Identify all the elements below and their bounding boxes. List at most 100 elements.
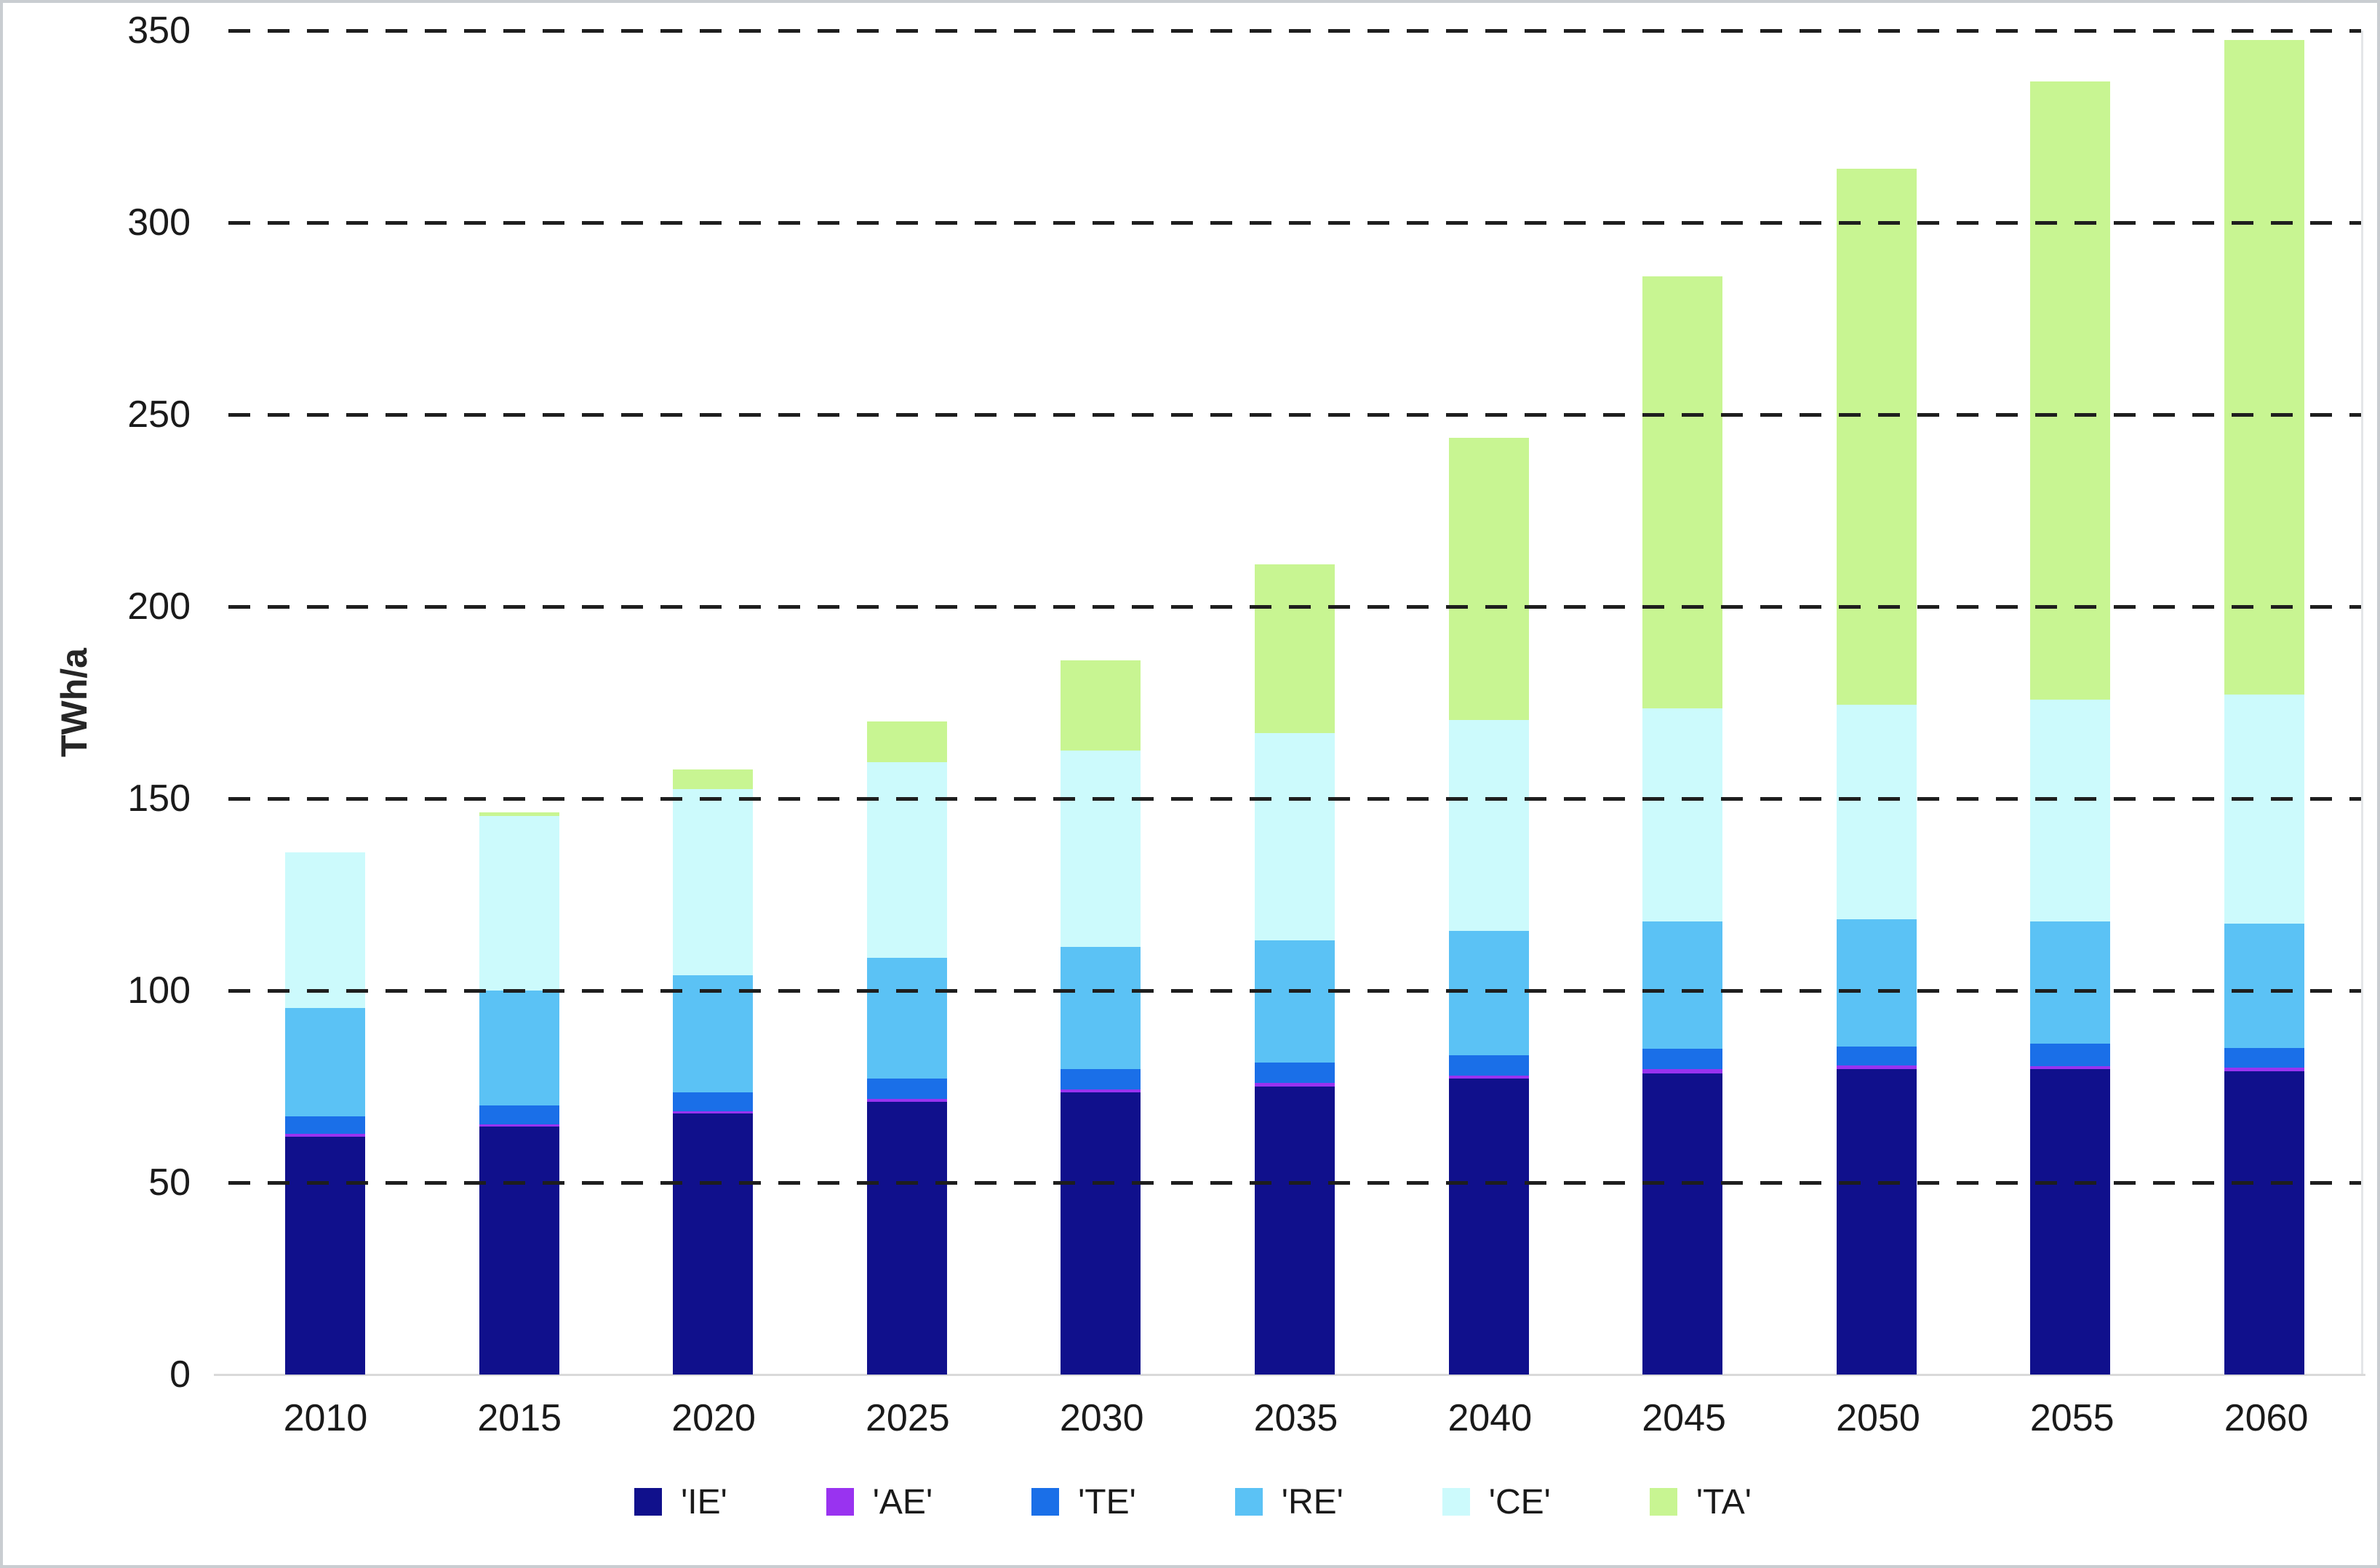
bar-2010 [285, 852, 366, 1375]
legend-label-TA: 'TA' [1696, 1482, 1752, 1521]
segment-TE-2055 [2030, 1043, 2111, 1066]
segment-IE-2050 [1836, 1069, 1917, 1375]
segment-AE-2035 [1255, 1083, 1335, 1087]
segment-TE-2015 [479, 1105, 559, 1125]
segment-IE-2025 [866, 1102, 947, 1375]
segment-CE-2060 [2224, 695, 2304, 924]
segment-RE-2035 [1255, 940, 1335, 1063]
segment-TA-2025 [866, 721, 947, 762]
segment-CE-2055 [2030, 700, 2111, 921]
segment-TE-2020 [673, 1092, 754, 1111]
legend-swatch-IE [634, 1488, 663, 1516]
segment-CE-2020 [673, 788, 754, 975]
y-tick-label-300: 300 [127, 201, 191, 244]
segment-IE-2015 [479, 1127, 559, 1375]
gridline-300 [228, 221, 2361, 225]
gridline-150 [228, 797, 2361, 801]
plot-area [214, 29, 2365, 1376]
segment-CE-2030 [1061, 751, 1141, 948]
legend-item-CE: 'CE' [1442, 1482, 1551, 1522]
bar-2020 [673, 769, 754, 1375]
segment-AE-2025 [866, 1099, 947, 1103]
segment-AE-2060 [2224, 1067, 2304, 1071]
legend-item-AE: 'AE' [826, 1482, 933, 1522]
bar-2030 [1061, 660, 1141, 1375]
segment-TA-2035 [1255, 564, 1335, 734]
bar-column-2015 [423, 31, 617, 1375]
legend: 'IE' 'AE' 'TE' 'RE' 'CE' 'TA' [3, 1469, 2377, 1535]
bar-column-2020 [616, 31, 810, 1375]
segment-RE-2050 [1836, 919, 1917, 1047]
y-tick-label-0: 0 [169, 1353, 191, 1396]
segment-RE-2010 [285, 1007, 366, 1117]
y-axis-title: TWh/a [54, 648, 95, 757]
segment-TE-2060 [2224, 1048, 2304, 1068]
x-axis-labels: 2010 2015 2020 2025 2030 2035 2040 2045 2050 2055… [228, 1396, 2363, 1455]
bar-2060 [2224, 40, 2304, 1375]
legend-item-TE: 'TE' [1031, 1482, 1136, 1522]
bar-2040 [1448, 437, 1529, 1375]
segment-RE-2030 [1061, 947, 1141, 1070]
segment-CE-2010 [285, 852, 366, 1008]
segment-TA-2050 [1836, 169, 1917, 705]
bar-column-2045 [1586, 31, 1780, 1375]
legend-label-IE: 'IE' [681, 1482, 727, 1521]
x-tick-label-2020: 2020 [671, 1397, 756, 1439]
gridline-50 [228, 1181, 2361, 1185]
segment-CE-2015 [479, 815, 559, 991]
x-axis-line [214, 1374, 2365, 1376]
segment-AE-2030 [1061, 1089, 1141, 1092]
segment-TA-2040 [1448, 437, 1529, 720]
segment-RE-2055 [2030, 921, 2111, 1044]
segment-AE-2045 [1642, 1069, 1723, 1073]
x-tick-label-2035: 2035 [1253, 1397, 1338, 1439]
segment-TE-2025 [866, 1079, 947, 1100]
segment-TE-2010 [285, 1116, 366, 1134]
x-tick-label-2045: 2045 [1642, 1397, 1726, 1439]
segment-RE-2045 [1642, 921, 1723, 1049]
bar-2055 [2030, 81, 2111, 1375]
segment-AE-2020 [673, 1111, 754, 1113]
x-tick-label-2025: 2025 [866, 1397, 950, 1439]
bar-column-2010 [228, 31, 423, 1375]
segment-IE-2045 [1642, 1073, 1723, 1375]
segment-TE-2030 [1061, 1069, 1141, 1089]
segment-TA-2030 [1061, 660, 1141, 751]
segment-AE-2015 [479, 1124, 559, 1127]
legend-swatch-CE [1442, 1488, 1470, 1516]
bar-2045 [1642, 276, 1723, 1375]
segment-TA-2045 [1642, 276, 1723, 708]
bar-2035 [1255, 564, 1335, 1375]
segment-TA-2015 [479, 812, 559, 816]
y-tick-label-200: 200 [127, 585, 191, 628]
x-tick-label-2040: 2040 [1447, 1397, 1533, 1439]
segment-TA-2060 [2224, 40, 2304, 695]
segment-CE-2050 [1836, 704, 1917, 920]
bar-column-2055 [1973, 31, 2168, 1375]
bar-column-2060 [2167, 31, 2361, 1375]
segment-AE-2050 [1836, 1065, 1917, 1070]
legend-item-TA: 'TA' [1649, 1482, 1752, 1522]
legend-swatch-TE [1031, 1488, 1060, 1516]
y-tick-label-250: 250 [127, 393, 191, 436]
segment-CE-2035 [1255, 733, 1335, 941]
x-tick-label-2055: 2055 [2029, 1397, 2115, 1439]
bar-column-2040 [1391, 31, 1586, 1375]
legend-swatch-RE [1234, 1488, 1263, 1516]
segment-TA-2055 [2030, 81, 2111, 700]
bar-column-2050 [1779, 31, 1973, 1375]
segment-IE-2060 [2224, 1071, 2304, 1375]
segment-AE-2040 [1448, 1075, 1529, 1079]
segment-TE-2050 [1836, 1046, 1917, 1065]
legend-label-AE: 'AE' [872, 1482, 933, 1521]
segment-TA-2020 [673, 769, 754, 789]
segment-IE-2035 [1255, 1087, 1335, 1375]
segment-AE-2055 [2030, 1065, 2111, 1070]
legend-label-CE: 'CE' [1488, 1482, 1551, 1521]
legend-item-IE: 'IE' [634, 1482, 727, 1522]
segment-RE-2060 [2224, 923, 2304, 1049]
segment-IE-2040 [1448, 1079, 1529, 1375]
legend-swatch-TA [1649, 1488, 1677, 1516]
segment-RE-2040 [1448, 931, 1529, 1056]
